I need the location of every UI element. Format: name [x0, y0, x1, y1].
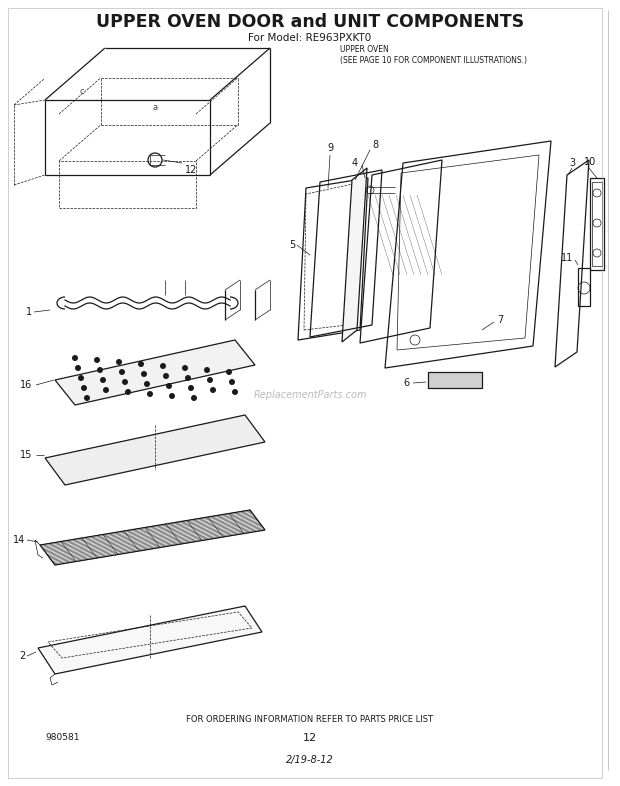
Text: 7: 7: [497, 315, 503, 325]
Text: (SEE PAGE 10 FOR COMPONENT ILLUSTRATIONS.): (SEE PAGE 10 FOR COMPONENT ILLUSTRATIONS…: [340, 56, 527, 64]
Text: a: a: [153, 104, 157, 112]
Circle shape: [144, 381, 150, 387]
Polygon shape: [55, 340, 255, 405]
Text: 6: 6: [404, 378, 410, 388]
Circle shape: [169, 393, 175, 399]
Text: 980581: 980581: [45, 733, 79, 743]
Text: UPPER OVEN: UPPER OVEN: [340, 46, 389, 54]
Circle shape: [122, 379, 128, 385]
Bar: [578, 268, 590, 306]
Circle shape: [182, 365, 188, 371]
Text: 3: 3: [569, 158, 575, 168]
Bar: [592, 182, 602, 266]
Circle shape: [204, 367, 210, 373]
Circle shape: [166, 383, 172, 389]
Circle shape: [226, 369, 232, 375]
Bar: [59, 161, 196, 208]
Text: FOR ORDERING INFORMATION REFER TO PARTS PRICE LIST: FOR ORDERING INFORMATION REFER TO PARTS …: [187, 715, 433, 725]
Circle shape: [185, 375, 191, 381]
Circle shape: [72, 355, 78, 361]
Circle shape: [116, 359, 122, 365]
Text: 2: 2: [19, 651, 25, 661]
Polygon shape: [45, 415, 265, 485]
Circle shape: [75, 365, 81, 371]
Text: 9: 9: [327, 143, 333, 153]
Polygon shape: [38, 606, 262, 674]
Circle shape: [191, 395, 197, 401]
Text: ReplacementParts.com: ReplacementParts.com: [253, 390, 367, 400]
Bar: [428, 372, 482, 388]
Text: 15: 15: [20, 450, 32, 460]
Text: c: c: [80, 87, 84, 97]
Text: 12: 12: [303, 733, 317, 743]
Circle shape: [141, 371, 147, 377]
Text: 11: 11: [560, 253, 573, 263]
Text: 12: 12: [185, 165, 197, 175]
Text: 5: 5: [289, 240, 295, 250]
Circle shape: [210, 387, 216, 393]
Circle shape: [97, 367, 103, 373]
Circle shape: [103, 387, 109, 393]
Polygon shape: [342, 168, 367, 342]
Circle shape: [232, 389, 238, 395]
Circle shape: [207, 377, 213, 383]
Circle shape: [94, 357, 100, 363]
Circle shape: [81, 385, 87, 391]
Text: 10: 10: [584, 157, 596, 167]
Text: 2/19-8-12: 2/19-8-12: [286, 755, 334, 765]
Circle shape: [229, 379, 235, 385]
Circle shape: [138, 361, 144, 367]
Circle shape: [119, 369, 125, 375]
Circle shape: [163, 373, 169, 379]
Circle shape: [125, 389, 131, 395]
Bar: [590, 178, 604, 270]
Text: 1: 1: [26, 307, 32, 317]
Circle shape: [84, 395, 90, 401]
Text: 14: 14: [13, 535, 25, 545]
Circle shape: [160, 363, 166, 369]
Text: 16: 16: [20, 380, 32, 390]
Text: UPPER OVEN DOOR and UNIT COMPONENTS: UPPER OVEN DOOR and UNIT COMPONENTS: [96, 13, 524, 31]
Text: For Model: RE963PXKT0: For Model: RE963PXKT0: [249, 33, 371, 43]
Circle shape: [147, 391, 153, 397]
Text: 4: 4: [352, 158, 358, 168]
Text: 8: 8: [372, 140, 378, 150]
Circle shape: [188, 385, 194, 391]
Circle shape: [78, 375, 84, 381]
Circle shape: [100, 377, 106, 383]
